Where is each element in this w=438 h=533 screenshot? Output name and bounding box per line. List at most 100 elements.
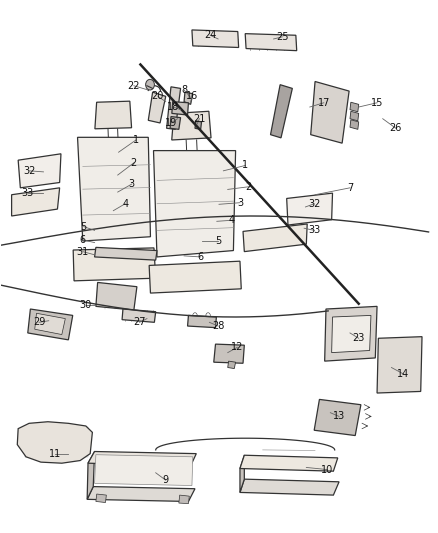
Bar [51, 427, 61, 435]
Text: 3: 3 [129, 179, 135, 189]
Text: 27: 27 [133, 317, 146, 327]
Text: 17: 17 [318, 98, 330, 108]
Text: 13: 13 [333, 411, 345, 422]
Text: 24: 24 [204, 30, 216, 41]
Text: 32: 32 [23, 166, 35, 176]
Text: 1: 1 [133, 135, 139, 145]
Text: 22: 22 [127, 81, 140, 91]
Text: 32: 32 [308, 199, 320, 209]
Bar [51, 438, 61, 446]
Polygon shape [271, 85, 292, 138]
Polygon shape [325, 306, 377, 361]
Text: 11: 11 [49, 449, 61, 458]
Text: 33: 33 [308, 225, 320, 236]
Text: 9: 9 [162, 475, 169, 485]
Bar [381, 346, 387, 352]
Bar [77, 427, 88, 435]
Polygon shape [332, 316, 371, 353]
Text: 31: 31 [77, 247, 89, 256]
Polygon shape [350, 120, 359, 130]
Bar [77, 438, 88, 446]
Text: 4: 4 [122, 199, 128, 209]
Polygon shape [35, 313, 65, 335]
Text: 10: 10 [321, 465, 333, 474]
Text: 6: 6 [80, 235, 86, 245]
Text: 8: 8 [181, 85, 187, 95]
Polygon shape [96, 282, 137, 310]
Bar [25, 448, 35, 457]
Polygon shape [95, 247, 157, 260]
Bar [381, 375, 387, 381]
Polygon shape [287, 193, 332, 225]
Polygon shape [73, 248, 155, 281]
Polygon shape [350, 102, 359, 112]
Polygon shape [170, 117, 180, 130]
Bar [396, 346, 402, 352]
Text: 26: 26 [390, 123, 402, 133]
Polygon shape [18, 154, 61, 188]
Bar [396, 361, 402, 367]
Text: 7: 7 [347, 183, 353, 193]
Bar [410, 375, 417, 381]
Polygon shape [87, 487, 195, 502]
Circle shape [319, 101, 339, 124]
Text: 19: 19 [165, 118, 177, 128]
Bar [410, 368, 417, 374]
Circle shape [279, 118, 282, 123]
Polygon shape [187, 316, 216, 328]
Polygon shape [12, 188, 60, 216]
Polygon shape [179, 495, 189, 504]
Text: 6: 6 [198, 252, 204, 262]
Text: 30: 30 [80, 300, 92, 310]
Text: 29: 29 [33, 317, 45, 327]
Bar [410, 361, 417, 367]
Polygon shape [245, 34, 297, 51]
Bar [388, 368, 394, 374]
Polygon shape [240, 455, 338, 471]
Bar [396, 368, 402, 374]
Polygon shape [228, 361, 236, 368]
Text: 5: 5 [81, 222, 87, 232]
Polygon shape [192, 30, 239, 47]
Bar [388, 353, 394, 359]
Polygon shape [195, 121, 201, 130]
Bar [381, 353, 387, 359]
Circle shape [324, 106, 334, 119]
Text: 2: 2 [246, 182, 252, 192]
Bar [403, 375, 409, 381]
Polygon shape [17, 422, 92, 463]
Text: 25: 25 [276, 32, 289, 42]
Polygon shape [78, 138, 150, 241]
Circle shape [279, 125, 282, 130]
Text: 16: 16 [186, 91, 198, 101]
Bar [403, 383, 409, 389]
Bar [51, 448, 61, 457]
Polygon shape [240, 479, 339, 495]
Bar [38, 438, 48, 446]
Text: 12: 12 [231, 342, 244, 352]
Text: 33: 33 [21, 188, 34, 198]
Bar [388, 361, 394, 367]
Polygon shape [149, 261, 241, 293]
Bar [396, 353, 402, 359]
Polygon shape [172, 111, 211, 140]
Polygon shape [88, 451, 196, 466]
Polygon shape [214, 344, 244, 364]
Bar [25, 438, 35, 446]
Polygon shape [240, 455, 244, 492]
Circle shape [279, 110, 282, 115]
Polygon shape [314, 399, 361, 435]
Text: 5: 5 [215, 236, 221, 246]
Circle shape [146, 79, 154, 90]
Bar [38, 427, 48, 435]
Bar [381, 383, 387, 389]
Text: 23: 23 [353, 333, 365, 343]
Polygon shape [95, 101, 131, 129]
Polygon shape [148, 92, 166, 123]
Bar [396, 383, 402, 389]
Bar [410, 353, 417, 359]
Text: 2: 2 [131, 158, 137, 168]
Text: 1: 1 [242, 160, 248, 171]
Text: 3: 3 [237, 198, 243, 208]
Bar [381, 361, 387, 367]
